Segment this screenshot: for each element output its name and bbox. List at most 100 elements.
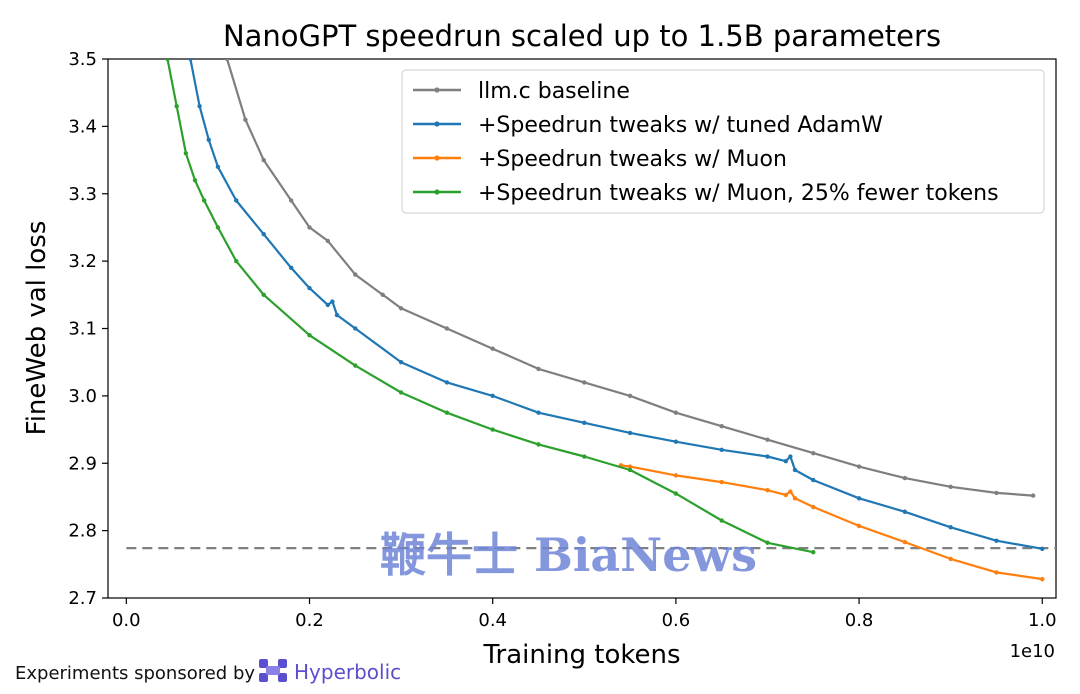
data-point (398, 390, 404, 395)
watermark-text: 鞭牛士 BiaNews (380, 528, 757, 582)
y-tick-label: 3.1 (68, 319, 97, 340)
y-tick-label: 3.3 (68, 184, 97, 205)
data-point (224, 59, 230, 62)
data-point (582, 380, 587, 385)
y-tick-label: 2.8 (68, 521, 97, 542)
data-point (627, 467, 633, 473)
data-point (994, 570, 999, 575)
chart-title: NanoGPT speedrun scaled up to 1.5B param… (223, 19, 941, 53)
data-point (788, 454, 793, 459)
data-point (719, 479, 724, 485)
x-tick-label: 0.0 (112, 610, 141, 631)
data-point (307, 225, 312, 230)
data-point (994, 490, 999, 496)
footer: Experiments sponsored by Hyperbolic (15, 659, 401, 684)
data-point (201, 198, 207, 203)
data-point (353, 272, 358, 277)
legend-marker (434, 189, 440, 195)
data-point (856, 523, 862, 529)
legend-item: +Speedrun tweaks w/ Muon, 25% fewer toke… (413, 181, 999, 206)
data-point (192, 178, 198, 183)
legend-marker (434, 87, 440, 93)
y-tick-label: 3.2 (68, 251, 97, 272)
legend-item: +Speedrun tweaks w/ tuned AdamW (413, 113, 883, 138)
data-point (490, 393, 495, 399)
y-tick-label: 2.9 (68, 453, 97, 474)
y-tick-label: 3.4 (68, 116, 97, 137)
data-point (948, 484, 953, 490)
data-point (783, 459, 788, 464)
data-point (948, 525, 953, 530)
data-point (330, 299, 335, 304)
data-point (765, 488, 770, 493)
data-point (536, 410, 541, 415)
data-point (719, 447, 724, 452)
data-point (353, 363, 358, 368)
data-point (673, 439, 679, 444)
data-point (856, 464, 862, 469)
data-point (811, 504, 816, 510)
data-point (243, 117, 248, 122)
x-tick-label: 0.8 (845, 610, 874, 631)
series-llmc-baseline (224, 59, 1036, 498)
data-point (234, 258, 239, 264)
series-muon-fewer-tokens (165, 59, 816, 555)
data-point (215, 164, 221, 169)
series-line (166, 59, 814, 554)
data-point (811, 450, 816, 456)
data-point (627, 393, 633, 399)
legend-box (401, 69, 1045, 214)
data-point (165, 59, 170, 62)
series-adamw (188, 59, 1045, 552)
data-point (582, 454, 587, 459)
data-point (206, 137, 211, 143)
data-point (288, 198, 294, 203)
data-point (215, 225, 221, 230)
plot-area (107, 58, 1057, 599)
legend-item: +Speedrun tweaks w/ Muon (413, 147, 787, 172)
series-muon (618, 463, 1045, 582)
x-axis-offset-label: 1e10 (1010, 641, 1055, 662)
data-point (856, 496, 862, 501)
data-point (261, 157, 266, 163)
data-point (948, 556, 953, 562)
sponsor-text: Experiments sponsored by (15, 663, 255, 684)
data-point (444, 326, 450, 331)
y-axis-ticks: 2.7 2.8 2.9 3.0 3.1 3.2 3.3 3.4 3.5 (68, 49, 108, 609)
series-line (189, 59, 1043, 550)
data-point (1040, 546, 1045, 552)
x-tick-label: 0.6 (662, 610, 691, 631)
brand-name: Hyperbolic (294, 660, 401, 684)
data-point (811, 477, 816, 483)
data-point (380, 292, 385, 298)
data-point (325, 238, 331, 244)
data-point (353, 326, 358, 331)
data-point (334, 312, 340, 318)
data-point (765, 454, 770, 459)
series-line (620, 464, 1043, 581)
data-point (902, 475, 908, 481)
data-point (902, 509, 908, 514)
data-point (261, 231, 266, 237)
data-point (673, 410, 679, 415)
data-point (792, 496, 798, 501)
x-tick-label: 0.2 (295, 610, 324, 631)
data-point (811, 549, 816, 555)
data-point (398, 306, 404, 311)
legend-label: +Speedrun tweaks w/ Muon (478, 147, 787, 172)
data-point (183, 151, 189, 156)
data-point (261, 292, 266, 298)
data-point (490, 346, 495, 351)
x-tick-label: 1.0 (1028, 610, 1057, 631)
data-point (582, 420, 587, 426)
data-point (325, 302, 331, 308)
y-tick-label: 3.0 (68, 386, 97, 407)
data-point (188, 59, 193, 62)
data-point (197, 103, 202, 109)
data-point (288, 265, 294, 271)
legend-label: +Speedrun tweaks w/ tuned AdamW (478, 113, 883, 138)
data-point (1040, 576, 1045, 582)
x-axis-ticks: 0.0 0.2 0.4 0.6 0.8 1.0 (112, 598, 1057, 631)
data-point (994, 538, 999, 543)
